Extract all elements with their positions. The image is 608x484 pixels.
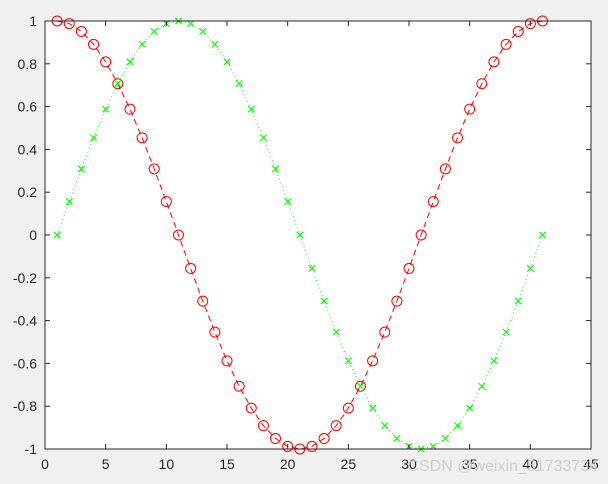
data-point-marker bbox=[114, 80, 122, 88]
data-point-marker bbox=[478, 382, 486, 390]
x-tick-label: 40 bbox=[523, 456, 539, 472]
data-point-marker bbox=[136, 132, 148, 144]
y-tick-label: 0.6 bbox=[18, 99, 38, 115]
data-point-marker bbox=[100, 56, 112, 68]
data-point-marker bbox=[148, 163, 160, 175]
x-tick-label: 10 bbox=[159, 456, 175, 472]
data-point-marker bbox=[330, 420, 342, 432]
y-tick-label: -1 bbox=[25, 441, 38, 457]
data-point-marker bbox=[488, 56, 500, 68]
data-point-marker bbox=[282, 440, 294, 452]
data-point-marker bbox=[160, 196, 172, 208]
data-point-marker bbox=[63, 18, 75, 30]
data-point-marker bbox=[318, 433, 330, 445]
data-point-marker bbox=[453, 422, 462, 430]
data-point-marker bbox=[199, 27, 207, 36]
data-point-marker bbox=[320, 297, 328, 305]
data-point-marker bbox=[332, 328, 340, 336]
data-point-marker bbox=[223, 58, 231, 66]
y-tick-label: -0.2 bbox=[13, 270, 37, 286]
y-tick-label: 0.4 bbox=[18, 141, 38, 157]
data-point-marker bbox=[512, 25, 524, 37]
data-point-marker bbox=[356, 382, 365, 390]
data-point-marker bbox=[441, 434, 449, 443]
data-point-marker bbox=[344, 357, 352, 365]
data-point-marker bbox=[369, 404, 377, 412]
data-point-marker bbox=[65, 198, 73, 206]
series-1 bbox=[51, 15, 548, 455]
x-tick-label: 15 bbox=[219, 456, 235, 472]
data-point-marker bbox=[379, 326, 391, 338]
data-point-marker bbox=[403, 262, 415, 274]
y-tick-label: 0 bbox=[29, 227, 37, 243]
data-point-marker bbox=[514, 297, 522, 305]
data-point-marker bbox=[259, 134, 267, 142]
x-tick-label: 30 bbox=[401, 456, 417, 472]
data-point-marker bbox=[150, 27, 158, 36]
data-point-marker bbox=[354, 380, 366, 392]
data-point-marker bbox=[209, 326, 221, 338]
data-point-marker bbox=[538, 231, 547, 239]
data-point-marker bbox=[112, 78, 124, 90]
data-point-marker bbox=[342, 402, 354, 414]
data-point-marker bbox=[197, 295, 209, 307]
y-tick-label: 1 bbox=[29, 13, 37, 29]
data-point-marker bbox=[138, 40, 146, 48]
data-point-marker bbox=[257, 420, 269, 432]
x-tick-label: 45 bbox=[583, 456, 599, 472]
y-tick-label: -0.4 bbox=[13, 313, 37, 329]
data-point-marker bbox=[439, 163, 451, 175]
data-point-marker bbox=[271, 165, 280, 173]
y-tick-label: -0.8 bbox=[13, 398, 37, 414]
data-point-marker bbox=[308, 264, 316, 272]
data-point-marker bbox=[381, 422, 389, 430]
data-point-marker bbox=[476, 78, 488, 90]
data-point-marker bbox=[415, 229, 427, 241]
x-tick-label: 35 bbox=[462, 456, 478, 472]
data-point-marker bbox=[233, 380, 245, 392]
data-point-marker bbox=[393, 434, 401, 443]
data-point-marker bbox=[172, 229, 184, 241]
data-point-marker bbox=[490, 357, 498, 365]
data-point-marker bbox=[124, 103, 136, 115]
data-point-marker bbox=[185, 262, 197, 274]
data-point-marker bbox=[245, 402, 257, 414]
data-point-marker bbox=[452, 132, 464, 144]
x-tick-label: 20 bbox=[280, 456, 296, 472]
y-tick-label: 0.8 bbox=[18, 56, 38, 72]
data-point-marker bbox=[466, 404, 474, 412]
data-point-marker bbox=[427, 196, 439, 208]
data-point-marker bbox=[247, 105, 255, 113]
data-point-marker bbox=[75, 25, 87, 37]
data-point-marker bbox=[500, 38, 512, 50]
data-point-marker bbox=[221, 355, 233, 367]
data-point-marker bbox=[524, 18, 536, 30]
data-point-marker bbox=[102, 105, 110, 113]
data-point-marker bbox=[211, 40, 219, 48]
data-point-marker bbox=[77, 165, 85, 173]
x-tick-label: 5 bbox=[102, 456, 110, 472]
data-point-marker bbox=[296, 231, 304, 239]
data-point-marker bbox=[284, 198, 292, 206]
data-point-marker bbox=[306, 440, 318, 452]
data-point-marker bbox=[53, 231, 61, 239]
axes-layer: 0 5 10 15 20 25 30 35 40 45 -1 -0.8 -0.6 -0.4 -0.2 0 0.2… bbox=[13, 13, 599, 472]
data-point-marker bbox=[502, 328, 510, 336]
data-point-marker bbox=[464, 103, 476, 115]
plot-area bbox=[45, 21, 591, 449]
x-tick-label: 25 bbox=[341, 456, 357, 472]
data-point-marker bbox=[89, 134, 98, 142]
y-tick-label: 0.2 bbox=[18, 184, 38, 200]
data-point-marker bbox=[367, 355, 379, 367]
y-tick-label: -0.6 bbox=[13, 355, 37, 371]
data-point-marker bbox=[126, 58, 134, 66]
data-point-marker bbox=[526, 264, 534, 272]
watermark: CSDN @weixin_51733734 bbox=[407, 458, 598, 475]
data-point-marker bbox=[270, 433, 282, 445]
data-point-marker bbox=[88, 38, 100, 50]
data-point-marker bbox=[391, 295, 403, 307]
x-tick-label: 0 bbox=[41, 456, 49, 472]
data-point-marker bbox=[235, 80, 243, 88]
